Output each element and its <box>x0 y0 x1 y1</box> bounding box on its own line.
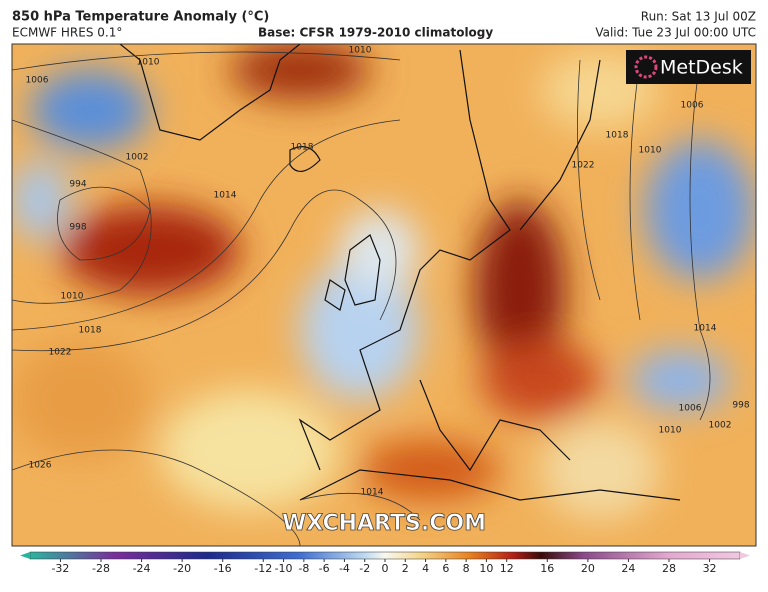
isobar-label: 1018 <box>291 143 314 153</box>
isobar-label: 1014 <box>361 488 384 498</box>
model: ECMWF HRES 0.1° <box>12 26 122 40</box>
logo-text: MetDesk <box>660 57 743 79</box>
colorbar-tick-label: -12 <box>254 562 272 575</box>
isobar-label: 1022 <box>572 161 595 171</box>
colorbar-tick-label: -2 <box>359 562 370 575</box>
run: Run: Sat 13 Jul 00Z <box>641 10 756 24</box>
isobar-label: 998 <box>732 401 749 411</box>
colorbar-tick-label: 24 <box>621 562 635 575</box>
colorbar-tick-label: -10 <box>275 562 293 575</box>
isobar-label: 1010 <box>659 426 682 436</box>
colorbar-end <box>740 552 750 559</box>
colorbar-tick-label: -16 <box>214 562 232 575</box>
valid: Valid: Tue 23 Jul 00:00 UTC <box>595 26 756 40</box>
isobar-label: 994 <box>69 180 86 190</box>
colorbar-tick-label: 16 <box>540 562 554 575</box>
isobar-label: 1010 <box>137 58 160 68</box>
colorbar-tick-label: 12 <box>500 562 514 575</box>
colorbar-tick-label: -8 <box>298 562 309 575</box>
isobar-label: 1010 <box>61 292 84 302</box>
title: 850 hPa Temperature Anomaly (°C) <box>12 10 269 25</box>
colorbar-tick-label: -20 <box>173 562 191 575</box>
colorbar-tick-label: -6 <box>319 562 330 575</box>
isobar-label: 1006 <box>679 404 702 414</box>
isobar-label: 1006 <box>26 76 49 86</box>
isobar-label: 1010 <box>639 146 662 156</box>
colorbar-tick-label: 28 <box>662 562 676 575</box>
colorbar-tick-label: -4 <box>339 562 350 575</box>
colorbar-tick-label: -24 <box>133 562 151 575</box>
isobar-label: 1026 <box>29 461 52 471</box>
colorbar-tick-label: 0 <box>382 562 389 575</box>
colorbar-tick-label: 10 <box>479 562 493 575</box>
map <box>12 44 756 546</box>
colorbar-end <box>20 552 30 559</box>
colorbar-tick-label: 2 <box>402 562 409 575</box>
colorbar-tick-label: -32 <box>51 562 69 575</box>
colorbar-tick-label: 6 <box>442 562 449 575</box>
colorbar-tick-label: 8 <box>463 562 470 575</box>
base: Base: CFSR 1979-2010 climatology <box>258 26 493 40</box>
isobar-label: 1014 <box>214 191 237 201</box>
isobar-label: 1010 <box>349 46 372 56</box>
isobar-label: 1018 <box>606 131 629 141</box>
map-frame <box>11 43 757 547</box>
colorbar-tick-label: -28 <box>92 562 110 575</box>
isobar-label: 1022 <box>49 348 72 358</box>
isobar-label: 1006 <box>681 101 704 111</box>
isobar-label: 1018 <box>79 326 102 336</box>
colorbar-tick-label: 32 <box>703 562 717 575</box>
isobar-label: 1014 <box>694 324 717 334</box>
colorbar-tick-label: 4 <box>422 562 429 575</box>
logo-icon <box>634 55 658 79</box>
watermark: WXCHARTS.COM <box>282 511 486 536</box>
isobar-label: 1002 <box>126 153 149 163</box>
isobar-label: 1002 <box>709 421 732 431</box>
isobar-label: 998 <box>69 223 86 233</box>
colorbar-tick-label: 20 <box>581 562 595 575</box>
colorbar <box>29 551 741 560</box>
